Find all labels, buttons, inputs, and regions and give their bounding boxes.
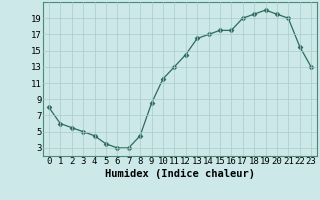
X-axis label: Humidex (Indice chaleur): Humidex (Indice chaleur)	[105, 169, 255, 179]
